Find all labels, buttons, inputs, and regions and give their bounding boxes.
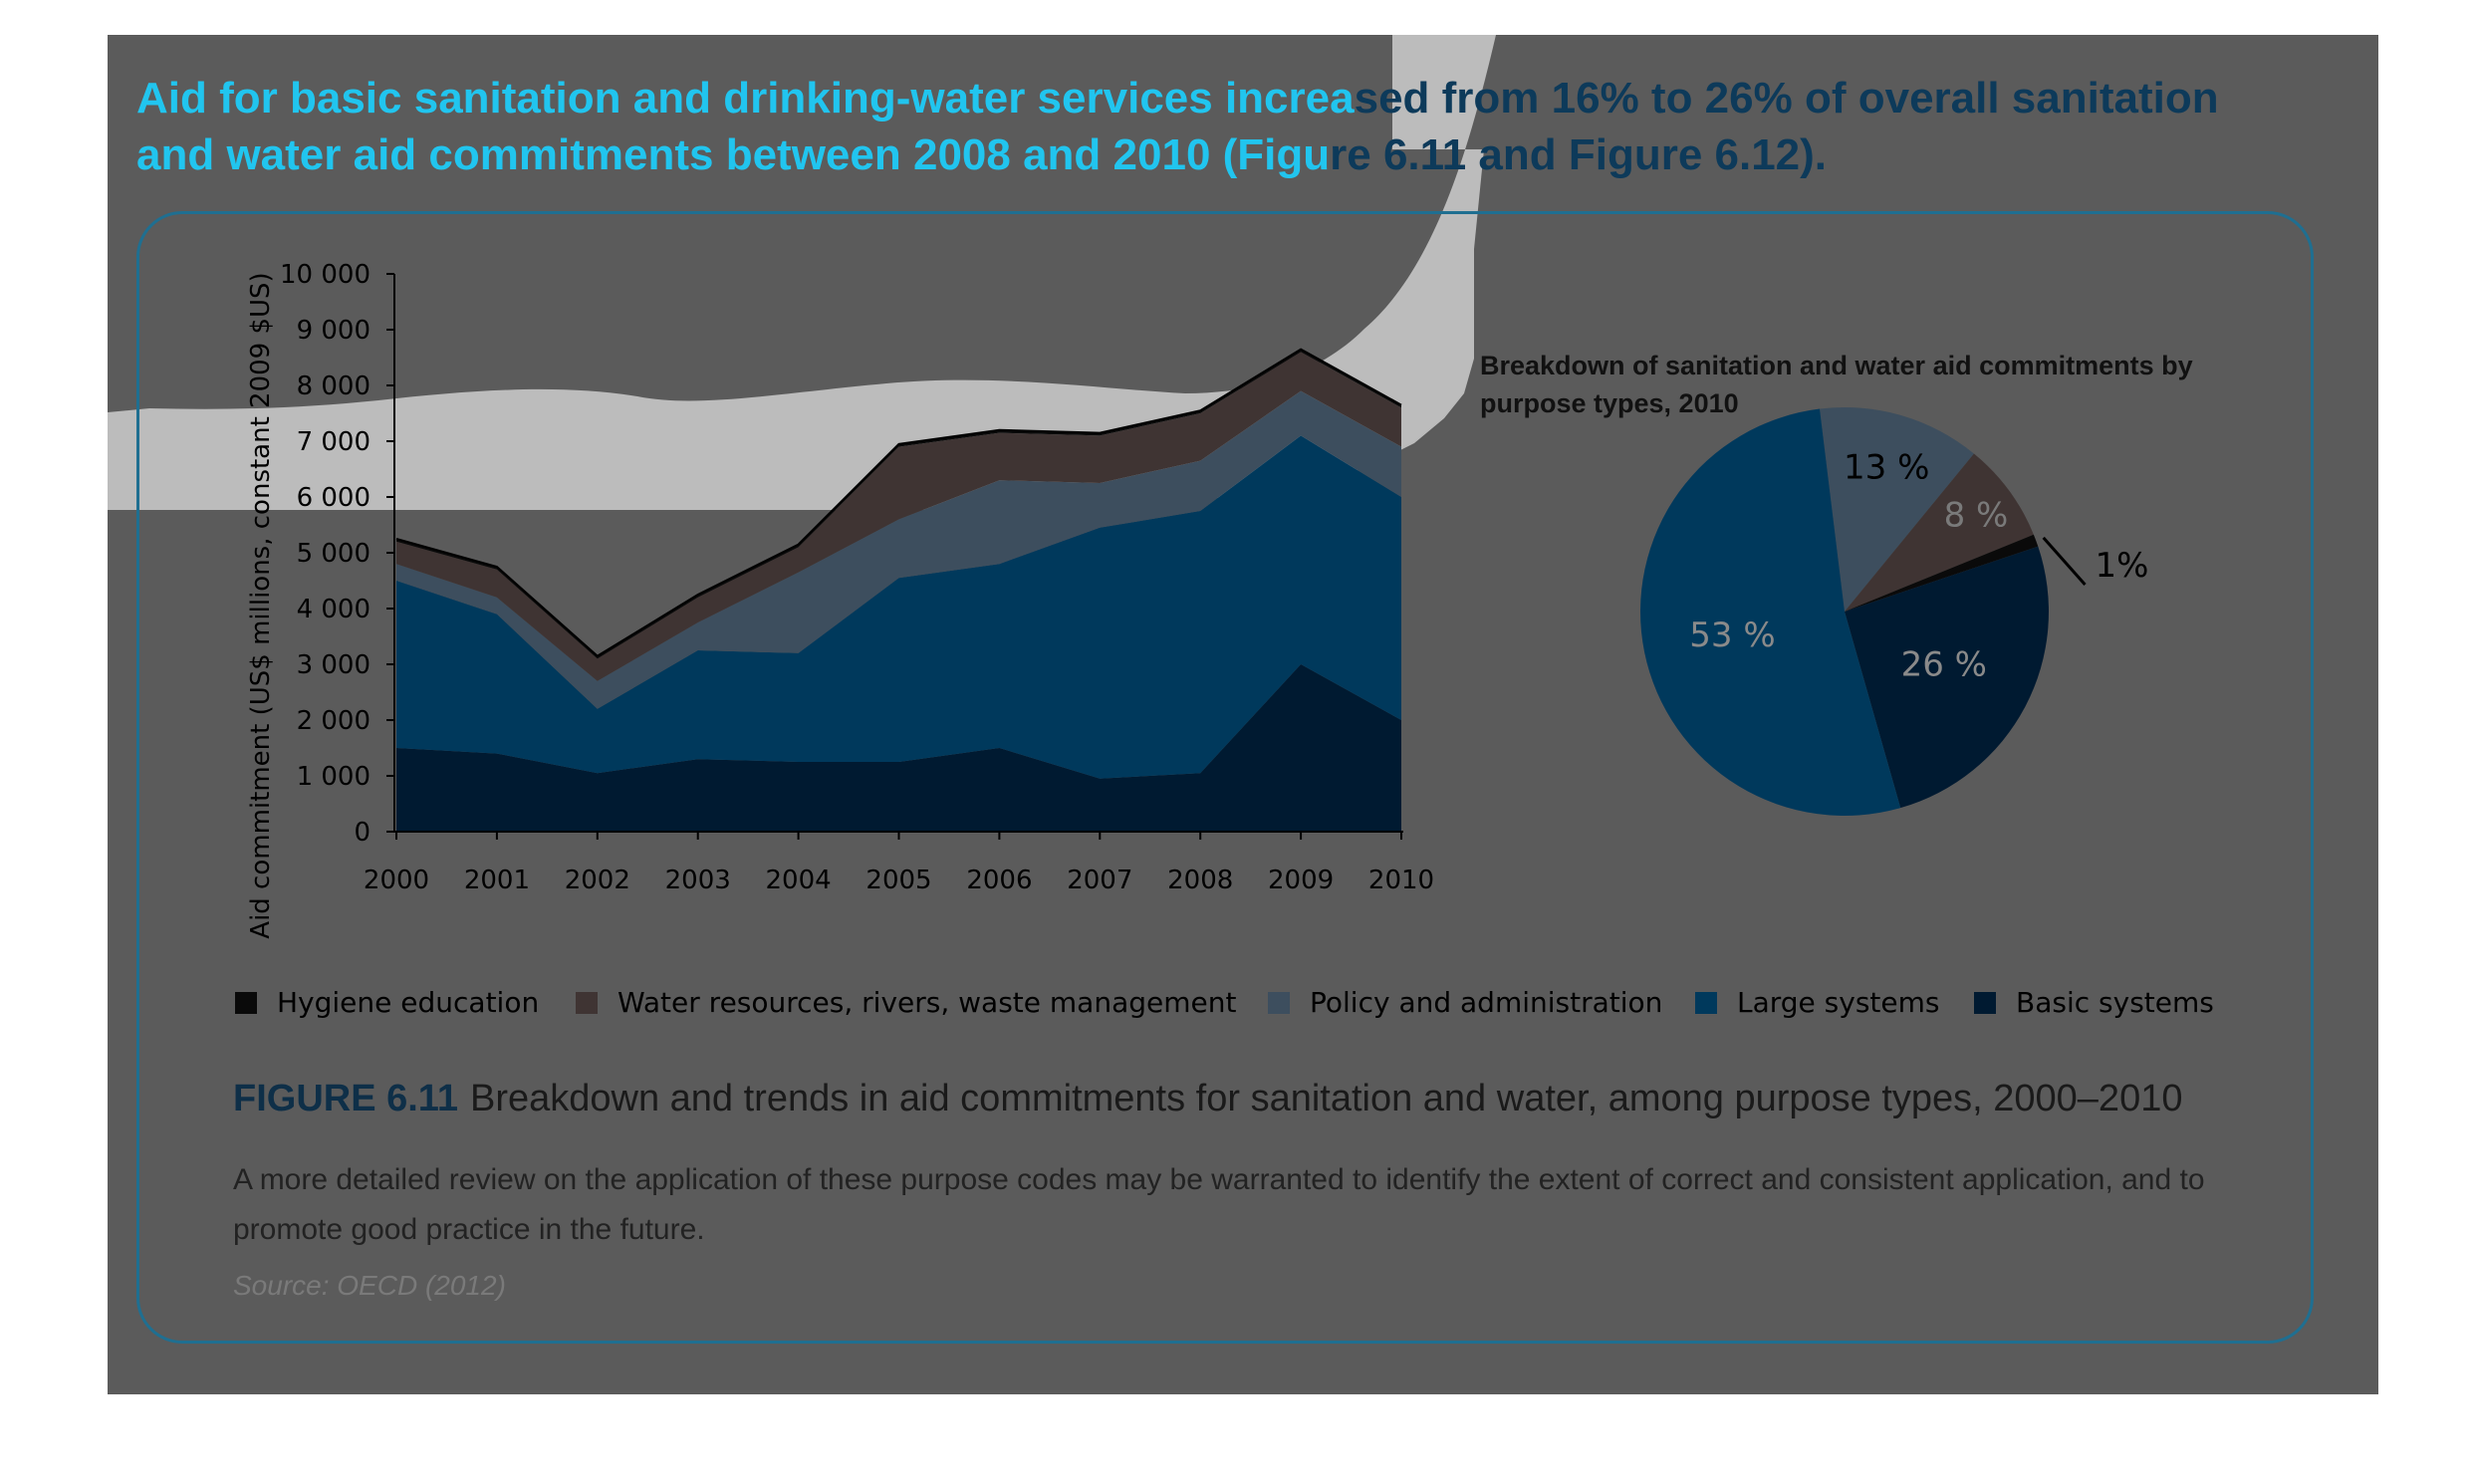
y-tick-label: 2 000 <box>297 706 371 736</box>
x-tick-label: 2000 <box>364 866 429 895</box>
figure-number: FIGURE 6.11 <box>233 1078 458 1119</box>
pie-label: 13 % <box>1844 447 1929 487</box>
pie-slice-basic-systems <box>1845 546 2049 809</box>
figure-title-text: Breakdown and trends in aid commitments … <box>469 1078 2183 1119</box>
legend-swatch <box>1695 991 1717 1014</box>
x-tick-label: 2009 <box>1268 866 1334 895</box>
area-series-large-systems <box>396 435 1401 779</box>
legend-swatch <box>1268 991 1290 1014</box>
y-tick-label: 6 000 <box>297 483 371 513</box>
x-tick-label: 2006 <box>966 866 1032 895</box>
y-tick-label: 10 000 <box>280 260 371 290</box>
x-tick-label: 2010 <box>1368 866 1434 895</box>
pie-label: 26 % <box>1901 645 1987 685</box>
legend-swatch <box>235 991 257 1014</box>
legend-label: Policy and administration <box>1310 986 1663 1019</box>
headline: Aid for basic sanitation and drinking-wa… <box>136 70 2427 183</box>
area-series-basic-systems <box>396 664 1401 832</box>
figure-title: FIGURE 6.11 Breakdown and trends in aid c… <box>233 1078 2182 1120</box>
headline-line2-dark: re 6.11 and Figure 6.12). <box>1330 130 1828 179</box>
area-series-policy-and-administration <box>396 390 1401 709</box>
figure-caption: A more detailed review on the applicatio… <box>233 1163 2205 1246</box>
y-tick-label: 9 000 <box>297 316 371 346</box>
headline-line1-dark: sed from 16% to 26% of overall sanitatio… <box>1354 74 2219 123</box>
x-tick-label: 2007 <box>1067 866 1132 895</box>
pie-chart-title: Breakdown of sanitation and water aid co… <box>1480 351 2193 418</box>
pie-slice-large-systems <box>1640 408 1901 816</box>
pie-leader-line <box>2042 536 2087 587</box>
legend-label: Large systems <box>1737 986 1940 1019</box>
x-tick-label: 2004 <box>766 866 832 895</box>
area-top-outline <box>395 348 1402 657</box>
headline-line2-cyan: and water aid commitments between 2008 a… <box>136 130 1331 179</box>
legend-swatch <box>1974 991 1996 1014</box>
pie-slice-hygiene-education <box>1845 534 2039 612</box>
area-series-water-resources-rivers-waste-management <box>396 352 1401 681</box>
legend-label: Basic systems <box>2016 986 2214 1019</box>
legend-item-basic: Basic systems <box>1974 986 2214 1019</box>
pie-label: 8 % <box>1944 496 2009 536</box>
legend-item-policy: Policy and administration <box>1268 986 1662 1019</box>
pie-slice-policy-and-administration <box>1820 407 1974 612</box>
pie-label: 1% <box>2096 546 2149 586</box>
legend-label: Water resources, rivers, waste managemen… <box>618 986 1237 1019</box>
legend-item-large: Large systems <box>1695 986 1940 1019</box>
legend-swatch <box>576 991 598 1014</box>
area-chart: 0 1 000 2 000 3 000 4 000 5 000 6 000 7 000 8 00… <box>246 260 1434 939</box>
y-tick-label: 3 000 <box>297 650 371 680</box>
y-tick-label: 7 000 <box>297 427 371 457</box>
x-tick-label: 2001 <box>464 866 530 895</box>
y-tick-label: 5 000 <box>297 539 371 569</box>
figure-source: Source: OECD (2012) <box>233 1270 506 1301</box>
figure-frame <box>136 211 2314 1344</box>
pie-label: 53 % <box>1689 616 1775 655</box>
torn-paper-overlay <box>108 35 1496 510</box>
y-tick-label: 4 000 <box>297 595 371 624</box>
y-tick-label: 1 000 <box>297 762 371 792</box>
y-axis-label: Aid commitment (US$ millions, constant 2… <box>246 272 276 938</box>
legend-item-water-resources: Water resources, rivers, waste managemen… <box>576 986 1236 1019</box>
y-tick-label: 0 <box>354 818 371 848</box>
x-tick-label: 2008 <box>1167 866 1233 895</box>
legend-label: Hygiene education <box>277 986 540 1019</box>
x-tick-label: 2002 <box>565 866 630 895</box>
y-tick-label: 8 000 <box>297 371 371 401</box>
pie-slice-water-resources-rivers-waste-management <box>1845 453 2034 612</box>
headline-line1-cyan: Aid for basic sanitation and drinking-wa… <box>136 74 1355 123</box>
x-tick-label: 2005 <box>865 866 931 895</box>
pie-chart: 13 % 8 % 1% 26 % 53 % <box>1640 407 2148 816</box>
x-tick-label: 2003 <box>665 866 731 895</box>
legend-item-hygiene: Hygiene education <box>235 986 539 1019</box>
